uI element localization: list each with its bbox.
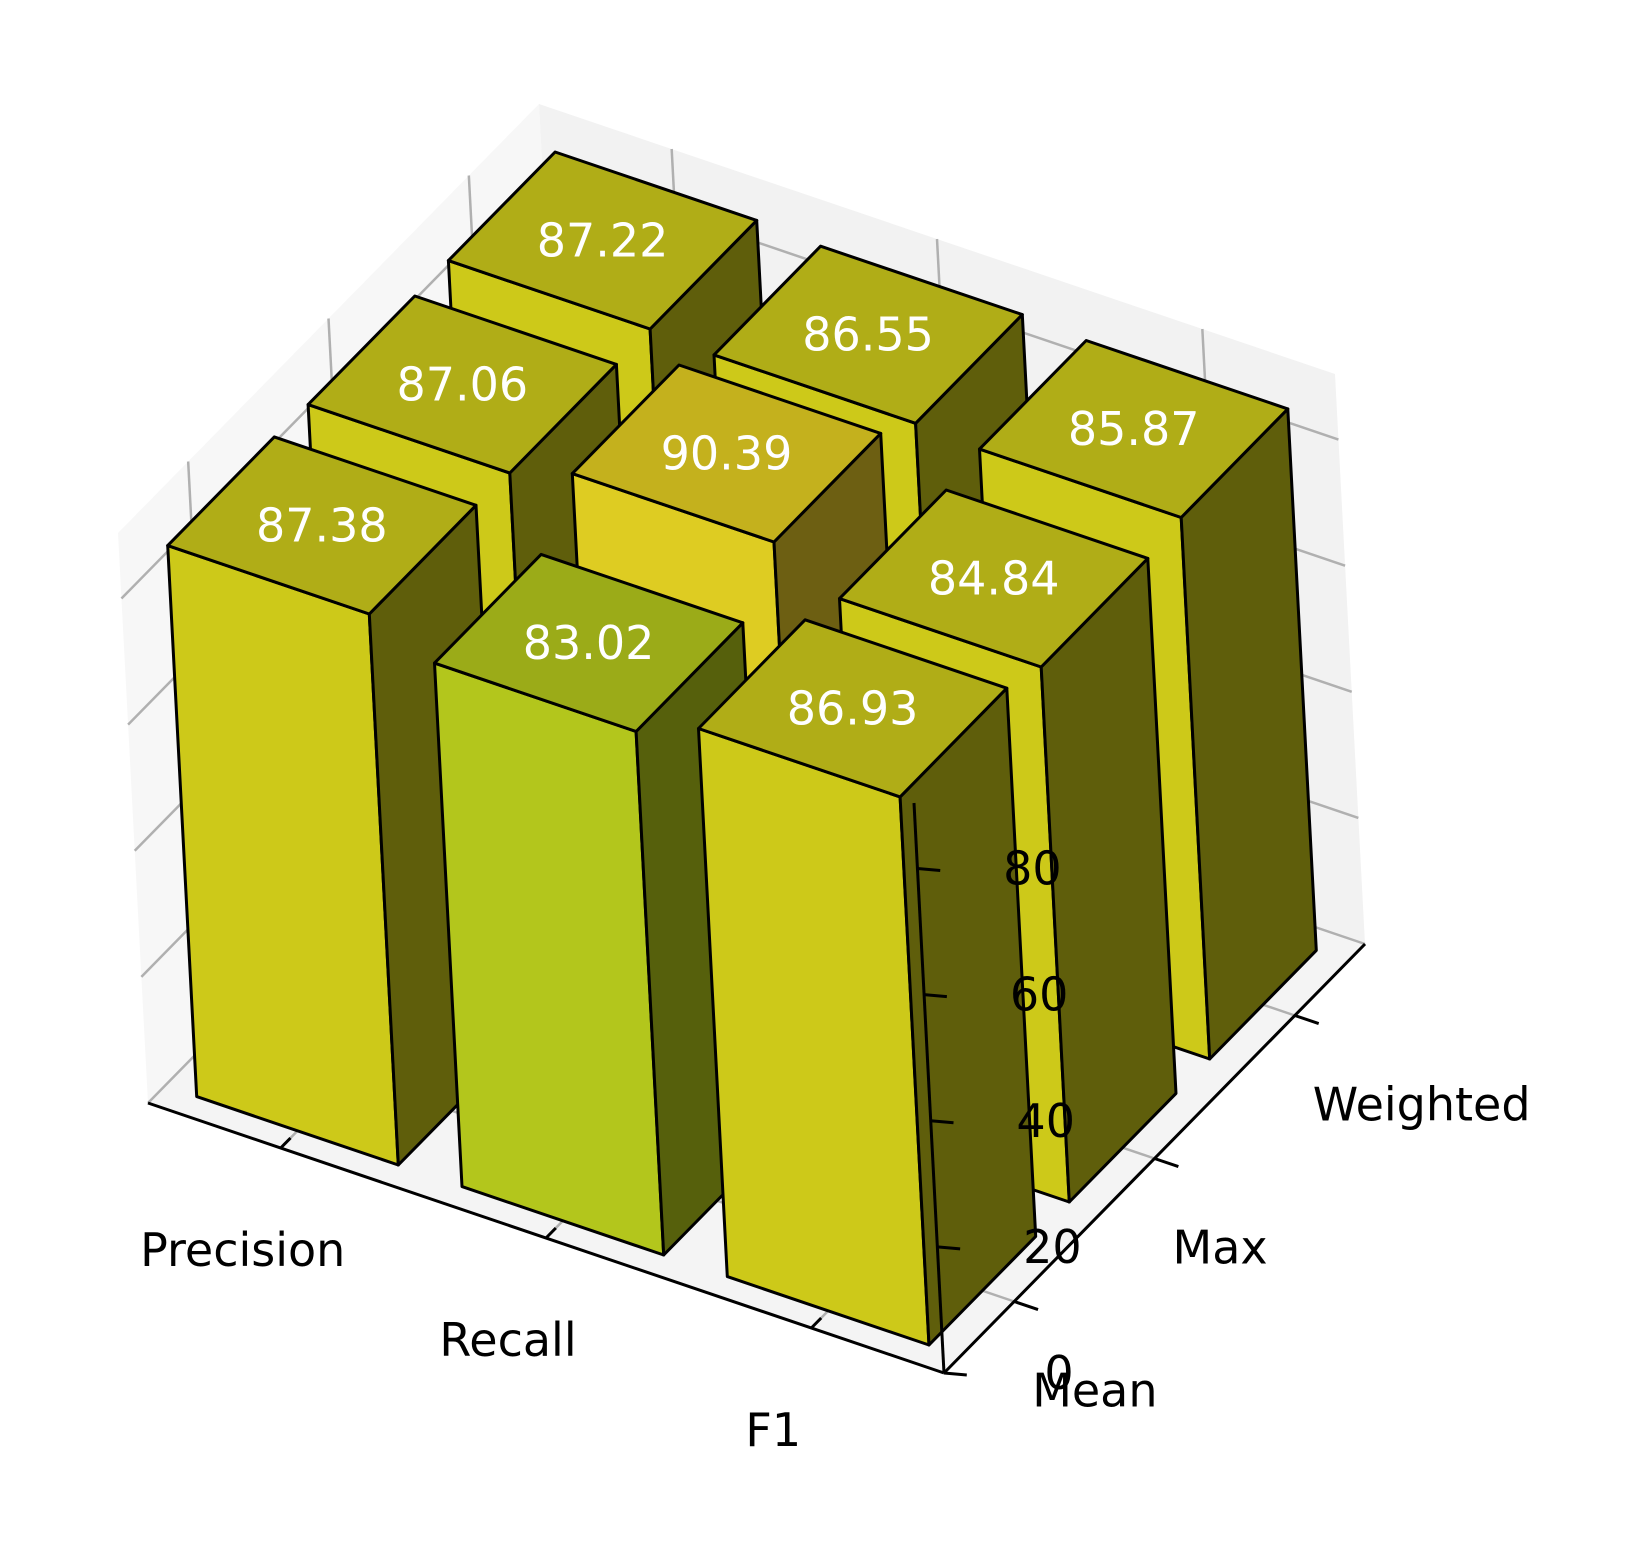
bar-value-label: 86.55 <box>802 308 934 362</box>
x-tick-label: Precision <box>140 1223 345 1277</box>
x-tick <box>279 1136 292 1150</box>
y-tick <box>1013 1300 1039 1312</box>
x-tick-label: Recall <box>439 1313 576 1367</box>
y-tick-label: Max <box>1173 1221 1268 1275</box>
z-tick-label: 60 <box>1010 968 1069 1022</box>
bar-top-face <box>570 363 883 544</box>
z-tick <box>923 993 948 999</box>
bar-top-face <box>433 552 745 733</box>
bar-value-label: 86.93 <box>787 681 919 735</box>
x-tick-label: F1 <box>745 1403 801 1457</box>
bar-top-face <box>978 339 1290 519</box>
bars: 87.22 86.55 85.87 87.06 90.39 84.84 87.38 83.02… <box>166 150 1318 1347</box>
bar-top-face <box>306 294 618 475</box>
z-axis-line <box>912 802 946 1374</box>
z-tick <box>943 1371 967 1377</box>
bar-top-face <box>697 618 1009 799</box>
bar-front-face <box>697 727 931 1347</box>
z-tick-label: 80 <box>1003 842 1062 896</box>
y-tick-label: Mean <box>1032 1364 1157 1418</box>
bar-top-face <box>446 150 759 331</box>
bar-top-face <box>166 435 478 616</box>
bar-value-label: 87.38 <box>256 499 388 553</box>
x-tick <box>810 1316 823 1330</box>
bar-value-label: 87.22 <box>537 214 669 268</box>
y-tick-label: Weighted <box>1313 1078 1531 1132</box>
z-tick-label: 20 <box>1023 1220 1082 1274</box>
z-tick <box>917 867 941 873</box>
bar-front-face <box>433 661 666 1257</box>
z-tick <box>937 1245 961 1251</box>
bar-front-face <box>166 544 400 1167</box>
bar-value-label: 85.87 <box>1068 402 1200 456</box>
x-tick <box>544 1226 557 1240</box>
bar-value-label: 87.06 <box>396 358 528 412</box>
labels: Precision Recall F1 Mean Max Weighted 0 20 40 60 8… <box>140 842 1530 1458</box>
z-tick-label: 40 <box>1016 1094 1075 1148</box>
bar-value-label: 83.02 <box>523 616 655 670</box>
bar-top-face <box>712 244 1024 425</box>
y-tick <box>1154 1157 1179 1169</box>
bar-value-label: 84.84 <box>928 552 1060 606</box>
bar-value-label: 90.39 <box>661 427 793 481</box>
bar-top-face <box>838 488 1150 669</box>
bar-recall-mean: 83.02 <box>433 552 772 1257</box>
axes <box>147 802 1367 1377</box>
bar-f1-mean: 86.93 <box>697 618 1038 1347</box>
z-tick <box>930 1119 954 1125</box>
y-tick <box>1294 1014 1320 1026</box>
z-tick-label: 0 <box>1044 1346 1073 1400</box>
